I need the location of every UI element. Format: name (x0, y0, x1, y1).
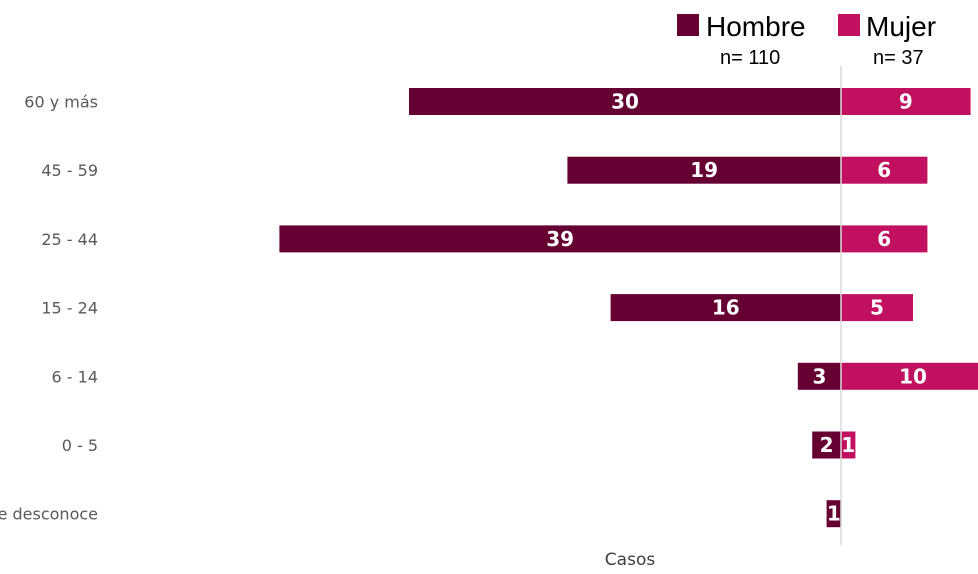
bar-mujer (841, 88, 971, 115)
bar-hombre (567, 156, 841, 184)
bar-mujer (841, 225, 928, 253)
value-label-hombre: 2 (820, 433, 834, 457)
category-label: 25 - 44 (41, 230, 98, 249)
bar-hombre (826, 500, 841, 528)
bar-mujer (841, 294, 913, 322)
value-label-hombre: 30 (611, 90, 639, 114)
value-labels: 30 919 639 616 53 102 11 (546, 90, 927, 526)
bar-mujer (841, 156, 928, 184)
legend-swatch-mujer (838, 14, 860, 36)
value-label-mujer: 1 (841, 433, 855, 457)
bar-hombre (610, 294, 841, 322)
legend-label-mujer: Mujer (866, 11, 936, 42)
legend-label-hombre: Hombre (706, 11, 806, 42)
x-axis-title: Casos (605, 550, 656, 570)
category-label: Se desconoce (0, 505, 98, 524)
value-label-hombre: 19 (690, 158, 718, 182)
bars-group (279, 88, 978, 528)
category-label: 0 - 5 (62, 436, 98, 455)
value-label-hombre: 16 (712, 296, 740, 320)
category-label: 15 - 24 (41, 299, 98, 318)
value-label-hombre: 39 (546, 227, 574, 251)
value-label-mujer: 6 (877, 227, 891, 251)
value-label-mujer: 5 (870, 296, 884, 320)
category-labels: 60 y más 45 - 59 25 - 44 15 - 24 6 - 14 0 - 5… (0, 93, 98, 524)
bar-mujer (841, 362, 978, 390)
legend-n-hombre: n= 110 (720, 47, 780, 69)
bar-mujer (841, 431, 856, 459)
bar-hombre (812, 431, 841, 459)
value-label-hombre: 3 (812, 364, 826, 388)
category-label: 60 y más (24, 93, 98, 112)
bar-hombre (279, 225, 841, 253)
legend: Hombre n= 110 Mujer n= 37 (677, 11, 936, 69)
bar-hombre (797, 362, 841, 390)
legend-swatch-hombre (677, 14, 699, 36)
value-label-mujer: 9 (899, 90, 913, 114)
value-label-hombre: 1 (827, 502, 841, 526)
value-label-mujer: 6 (877, 158, 891, 182)
category-label: 6 - 14 (52, 367, 98, 386)
category-label: 45 - 59 (41, 161, 98, 180)
legend-n-mujer: n= 37 (873, 47, 924, 69)
bar-hombre (409, 88, 841, 115)
value-label-mujer: 10 (899, 364, 927, 388)
